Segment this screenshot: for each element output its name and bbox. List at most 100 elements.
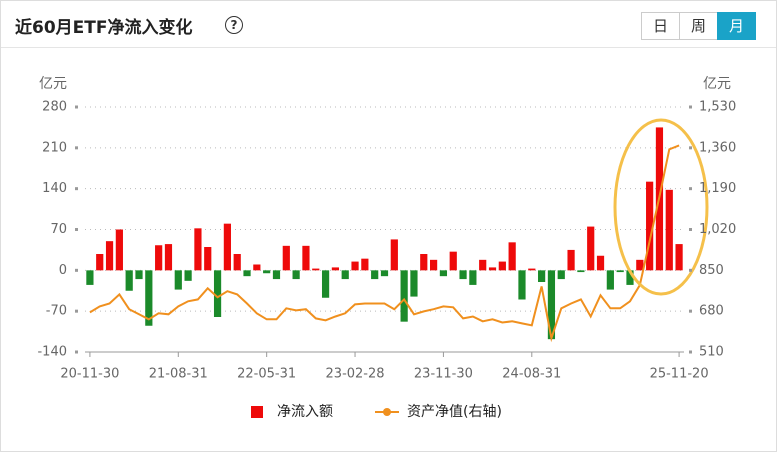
bar <box>498 261 506 271</box>
x-tick-label: 23-02-28 <box>326 367 385 382</box>
bar <box>115 229 123 271</box>
bar <box>675 244 683 271</box>
bar <box>557 270 565 280</box>
y-tick-label: 210 <box>42 140 67 155</box>
bar <box>528 268 536 271</box>
bar <box>547 270 556 340</box>
y-tick-label: -70 <box>46 304 67 319</box>
x-tick-label: 21-08-31 <box>149 367 208 382</box>
y2-tick-mark <box>689 350 692 354</box>
x-tick-label: 20-11-30 <box>60 367 119 382</box>
bar <box>646 181 654 271</box>
x-tick-label: 22-05-31 <box>237 367 296 382</box>
highlight-ellipse <box>613 118 709 296</box>
bar <box>371 270 379 280</box>
bar <box>135 270 143 280</box>
bar <box>567 249 575 271</box>
bar <box>616 270 624 273</box>
bar <box>488 267 497 271</box>
bar <box>400 270 408 322</box>
y-tick-label: 0 <box>59 263 67 278</box>
bar <box>439 270 448 277</box>
bar <box>429 259 438 271</box>
y-tick-mark <box>75 228 78 231</box>
y2-tick-label: 1,190 <box>699 181 736 196</box>
bar <box>253 264 261 271</box>
y2-tick-mark <box>689 146 692 150</box>
y-tick-mark <box>75 268 78 272</box>
bar <box>606 270 614 290</box>
x-tick-label: 25-11-20 <box>650 367 709 382</box>
bar <box>302 245 310 271</box>
y2-tick-mark <box>689 309 692 313</box>
bar <box>263 270 271 274</box>
bar <box>577 270 585 273</box>
y-tick-mark <box>75 309 78 313</box>
bar <box>321 270 330 298</box>
bar <box>312 268 320 271</box>
y2-tick-mark <box>689 268 692 272</box>
y2-tick-mark <box>689 105 692 109</box>
y-unit: 亿元 <box>39 76 67 92</box>
bar <box>233 254 241 271</box>
y-tick-label: 140 <box>42 181 67 196</box>
bar <box>361 258 369 271</box>
separator <box>1 47 776 48</box>
bar <box>272 270 281 280</box>
y2-tick-label: 850 <box>699 263 724 278</box>
help-icon[interactable]: ? <box>225 16 243 34</box>
bar <box>243 270 251 277</box>
y2-tick-label: 680 <box>699 304 724 319</box>
y2-tick-label: 510 <box>699 345 724 360</box>
y-tick-label: -140 <box>37 345 67 360</box>
bar <box>538 270 546 282</box>
bar <box>351 261 359 271</box>
legend-label: 净流入额 <box>277 404 333 420</box>
y2-unit: 亿元 <box>703 76 731 92</box>
y-tick-mark <box>75 350 78 354</box>
bar <box>665 189 673 271</box>
bar <box>449 251 457 271</box>
y2-tick-mark <box>689 228 692 231</box>
bar <box>596 255 605 271</box>
bar <box>459 270 467 280</box>
tabs: 日周月 <box>641 12 756 40</box>
bar <box>204 247 212 271</box>
bar <box>626 270 634 285</box>
y-tick-label: 70 <box>50 222 67 237</box>
bar <box>213 270 222 317</box>
legend-dot <box>383 408 391 416</box>
bar <box>105 241 114 271</box>
bar <box>479 259 487 271</box>
bar <box>282 245 290 271</box>
bar <box>96 254 104 271</box>
bar <box>518 270 526 300</box>
y2-tick-label: 1,530 <box>699 100 736 115</box>
x-tick-label: 23-11-30 <box>414 367 473 382</box>
bar <box>410 270 418 297</box>
bar <box>223 223 231 271</box>
bar <box>86 270 94 285</box>
bar <box>155 245 163 271</box>
y-tick-mark <box>75 146 78 150</box>
x-tick-label: 24-08-31 <box>502 367 561 382</box>
y-tick-mark <box>75 187 78 191</box>
bar <box>125 270 133 291</box>
y2-tick-mark <box>689 187 692 191</box>
bar <box>587 226 595 271</box>
y-tick-mark <box>75 105 78 109</box>
legend-label: 资产净值(右轴) <box>407 404 502 420</box>
tab[interactable]: 月 <box>717 12 756 40</box>
y2-tick-label: 1,020 <box>699 222 736 237</box>
bar <box>331 267 340 271</box>
bar <box>145 270 153 326</box>
bar <box>341 270 349 280</box>
bar <box>184 270 192 281</box>
bar <box>636 259 644 271</box>
bar <box>174 270 182 290</box>
tab[interactable]: 日 <box>641 12 680 40</box>
bar <box>292 270 300 280</box>
bar <box>164 244 173 271</box>
